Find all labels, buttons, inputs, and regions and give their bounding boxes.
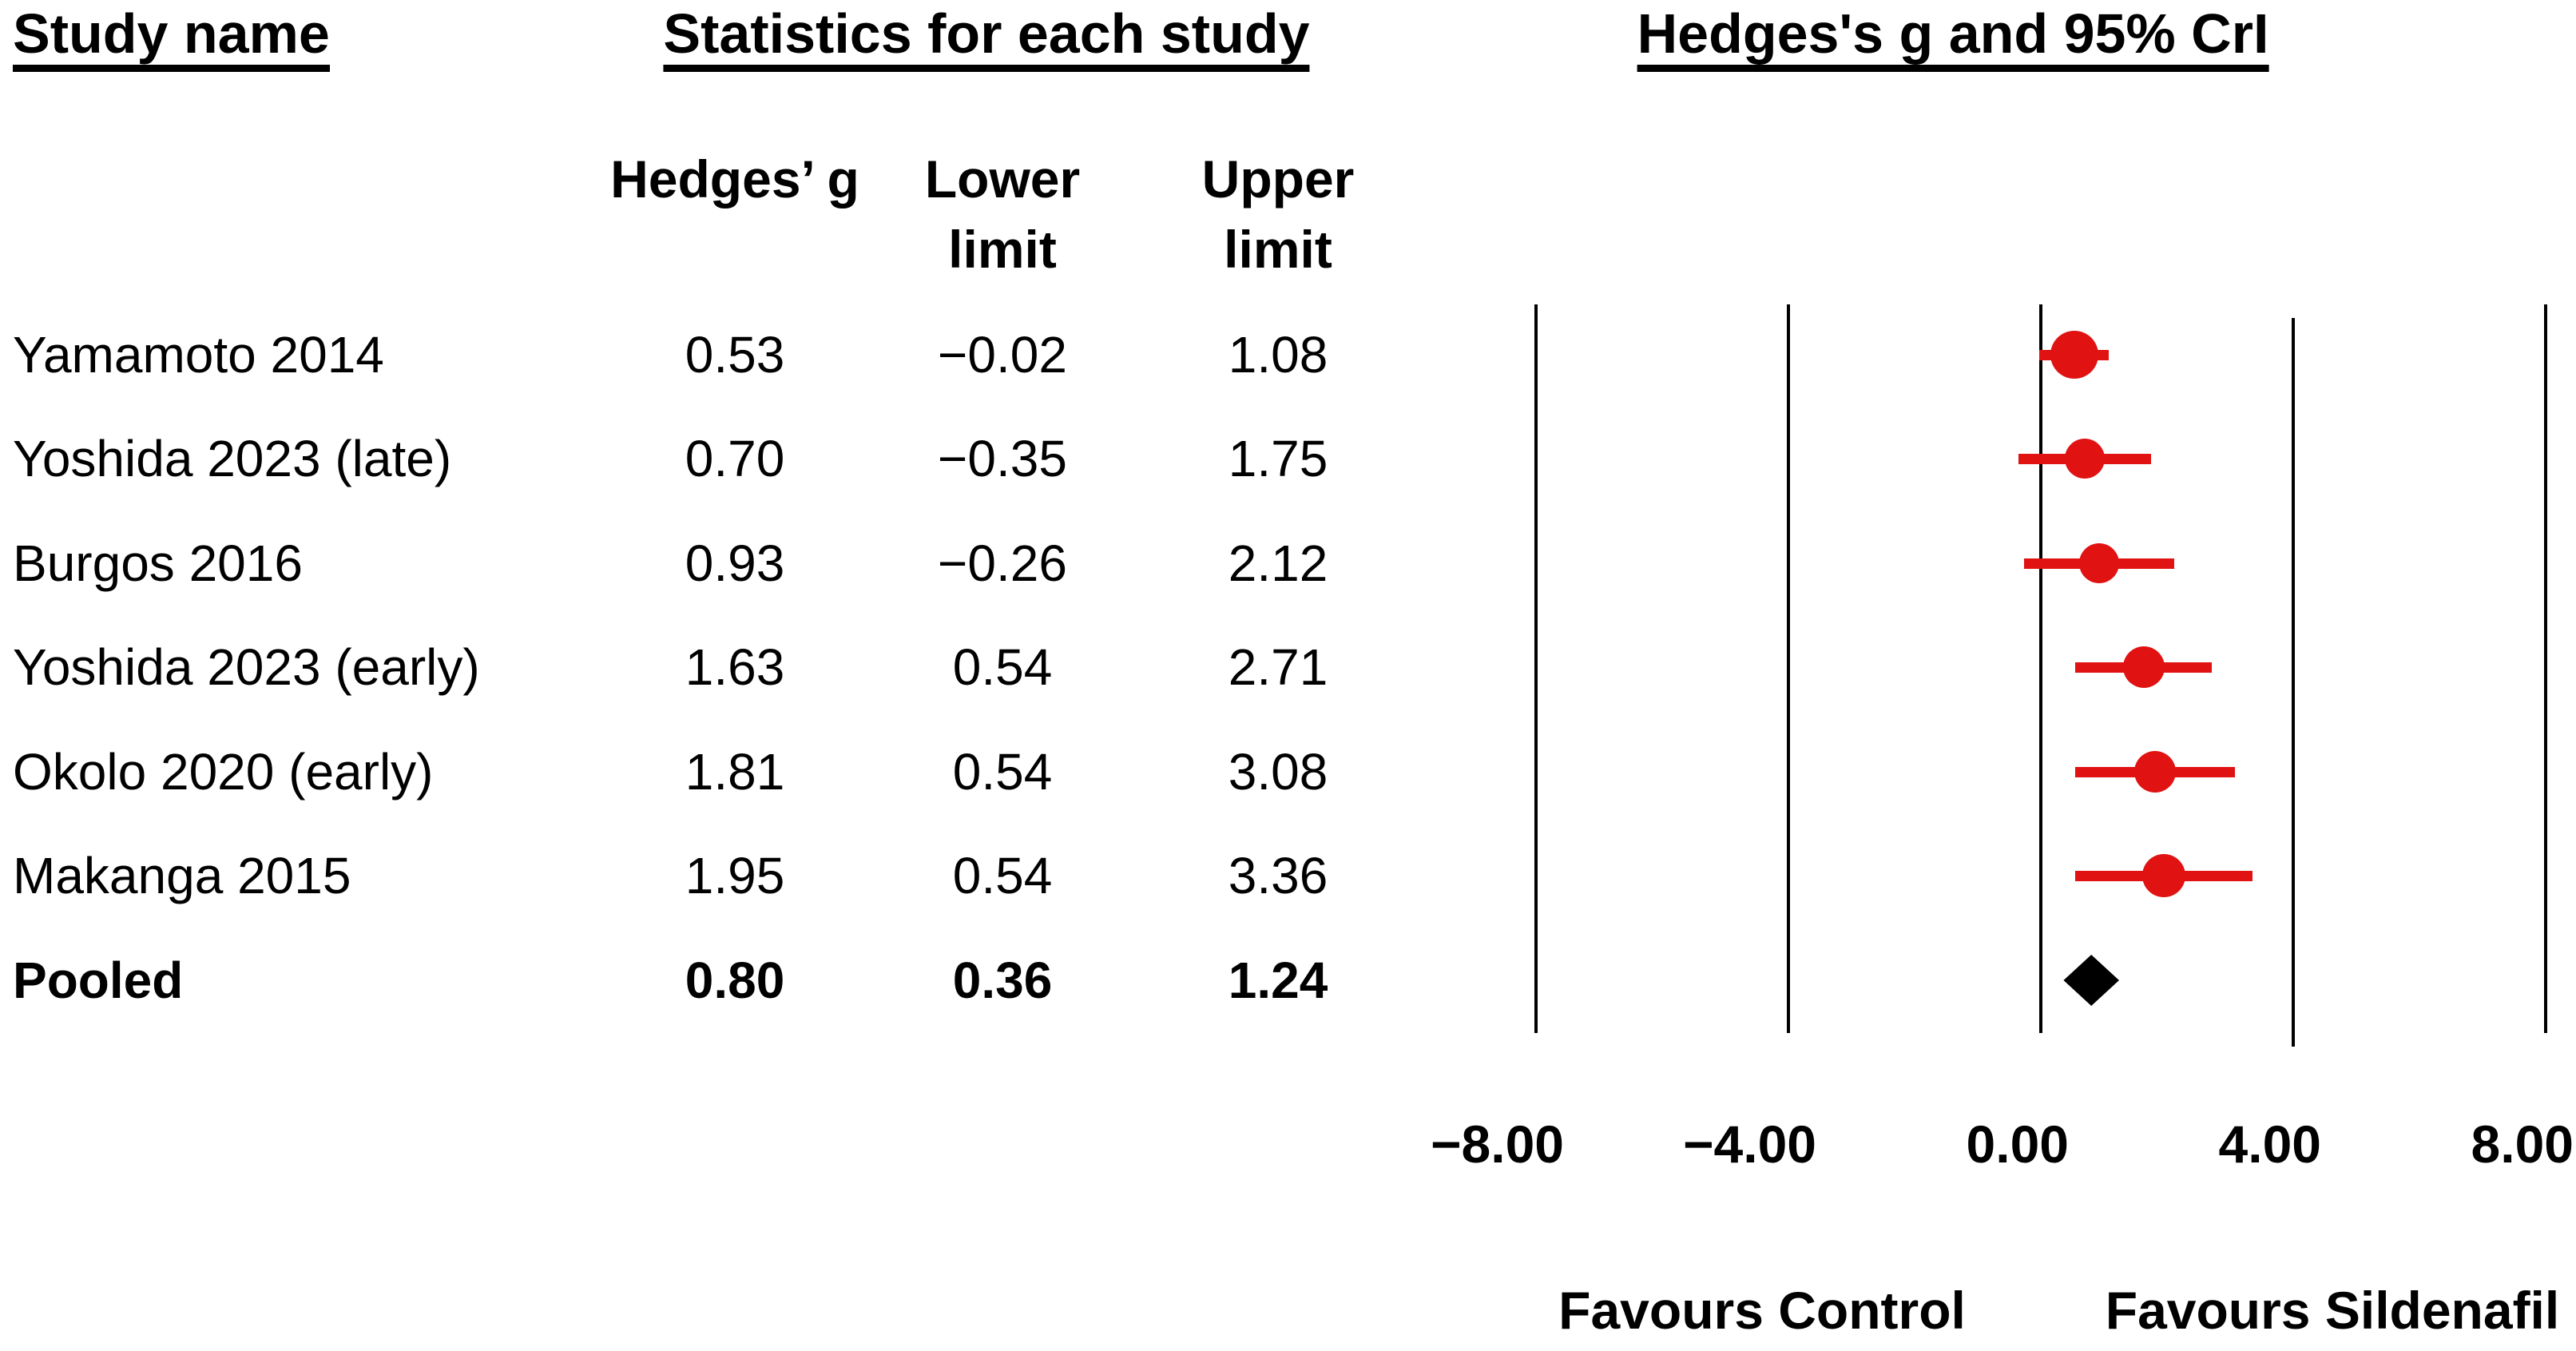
study-name-header: Study name — [13, 5, 330, 72]
effect-size-marker — [2065, 439, 2106, 479]
reference-gridline — [2292, 318, 2295, 1047]
lower-limit-value: 0.54 — [952, 743, 1053, 801]
study-name: Yamamoto 2014 — [13, 326, 384, 383]
lower-limit-value: −0.26 — [938, 534, 1067, 592]
pooled-diamond — [2063, 955, 2119, 1006]
effect-size-marker — [2133, 751, 2176, 793]
upper-limit-column-header: Upper limit — [1201, 149, 1355, 279]
axis-tick-label: −4.00 — [1683, 1115, 1816, 1174]
statistics-header: Statistics for each study — [663, 5, 1310, 72]
pooled-label: Pooled — [13, 952, 184, 1009]
upper-limit-value: 3.36 — [1228, 847, 1328, 904]
pooled-hedges-g-value: 0.80 — [685, 952, 785, 1009]
upper-limit-value: 1.75 — [1228, 430, 1328, 487]
study-name: Burgos 2016 — [13, 534, 303, 592]
reference-gridline — [2544, 304, 2547, 1033]
lower-limit-value: −0.35 — [938, 430, 1067, 487]
lower-limit-column-header: Lower limit — [924, 149, 1081, 279]
favours-sildenafil-label: Favours Sildenafil — [2105, 1281, 2560, 1340]
effect-size-marker — [2122, 646, 2165, 688]
favours-control-label: Favours Control — [1558, 1281, 1966, 1340]
pooled-upper-limit-value: 1.24 — [1228, 952, 1328, 1009]
hedges-g-value: 1.95 — [685, 847, 785, 904]
upper-limit-value: 2.12 — [1228, 534, 1328, 592]
study-name: Yoshida 2023 (late) — [13, 430, 452, 487]
upper-limit-value: 3.08 — [1228, 743, 1328, 801]
axis-tick-label: 0.00 — [1966, 1115, 2069, 1174]
study-name: Makanga 2015 — [13, 847, 351, 904]
lower-limit-value: 0.54 — [952, 847, 1053, 904]
effect-size-marker — [2079, 543, 2120, 583]
axis-tick-label: −8.00 — [1431, 1115, 1564, 1174]
hedges-g-value: 1.63 — [685, 638, 785, 696]
upper-limit-value: 2.71 — [1228, 638, 1328, 696]
pooled-lower-limit-value: 0.36 — [952, 952, 1053, 1009]
hedges-g-value: 1.81 — [685, 743, 785, 801]
effect-size-marker — [2050, 331, 2098, 379]
axis-tick-label: 4.00 — [2218, 1115, 2321, 1174]
effect-size-marker — [2142, 854, 2186, 897]
lower-limit-value: −0.02 — [938, 326, 1067, 383]
lower-limit-value: 0.54 — [952, 638, 1053, 696]
reference-gridline — [2039, 304, 2042, 1033]
hedges-g-column-header: Hedges’ g — [610, 149, 859, 209]
hedges-g-value: 0.93 — [685, 534, 785, 592]
study-name: Okolo 2020 (early) — [13, 743, 434, 801]
reference-gridline — [1534, 304, 1538, 1033]
plot-title-header: Hedges's g and 95% CrI — [1637, 5, 2269, 72]
hedges-g-value: 0.70 — [685, 430, 785, 487]
study-name: Yoshida 2023 (early) — [13, 638, 480, 696]
upper-limit-value: 1.08 — [1228, 326, 1328, 383]
axis-tick-label: 8.00 — [2471, 1115, 2574, 1174]
reference-gridline — [1787, 304, 1790, 1033]
hedges-g-value: 0.53 — [685, 326, 785, 383]
